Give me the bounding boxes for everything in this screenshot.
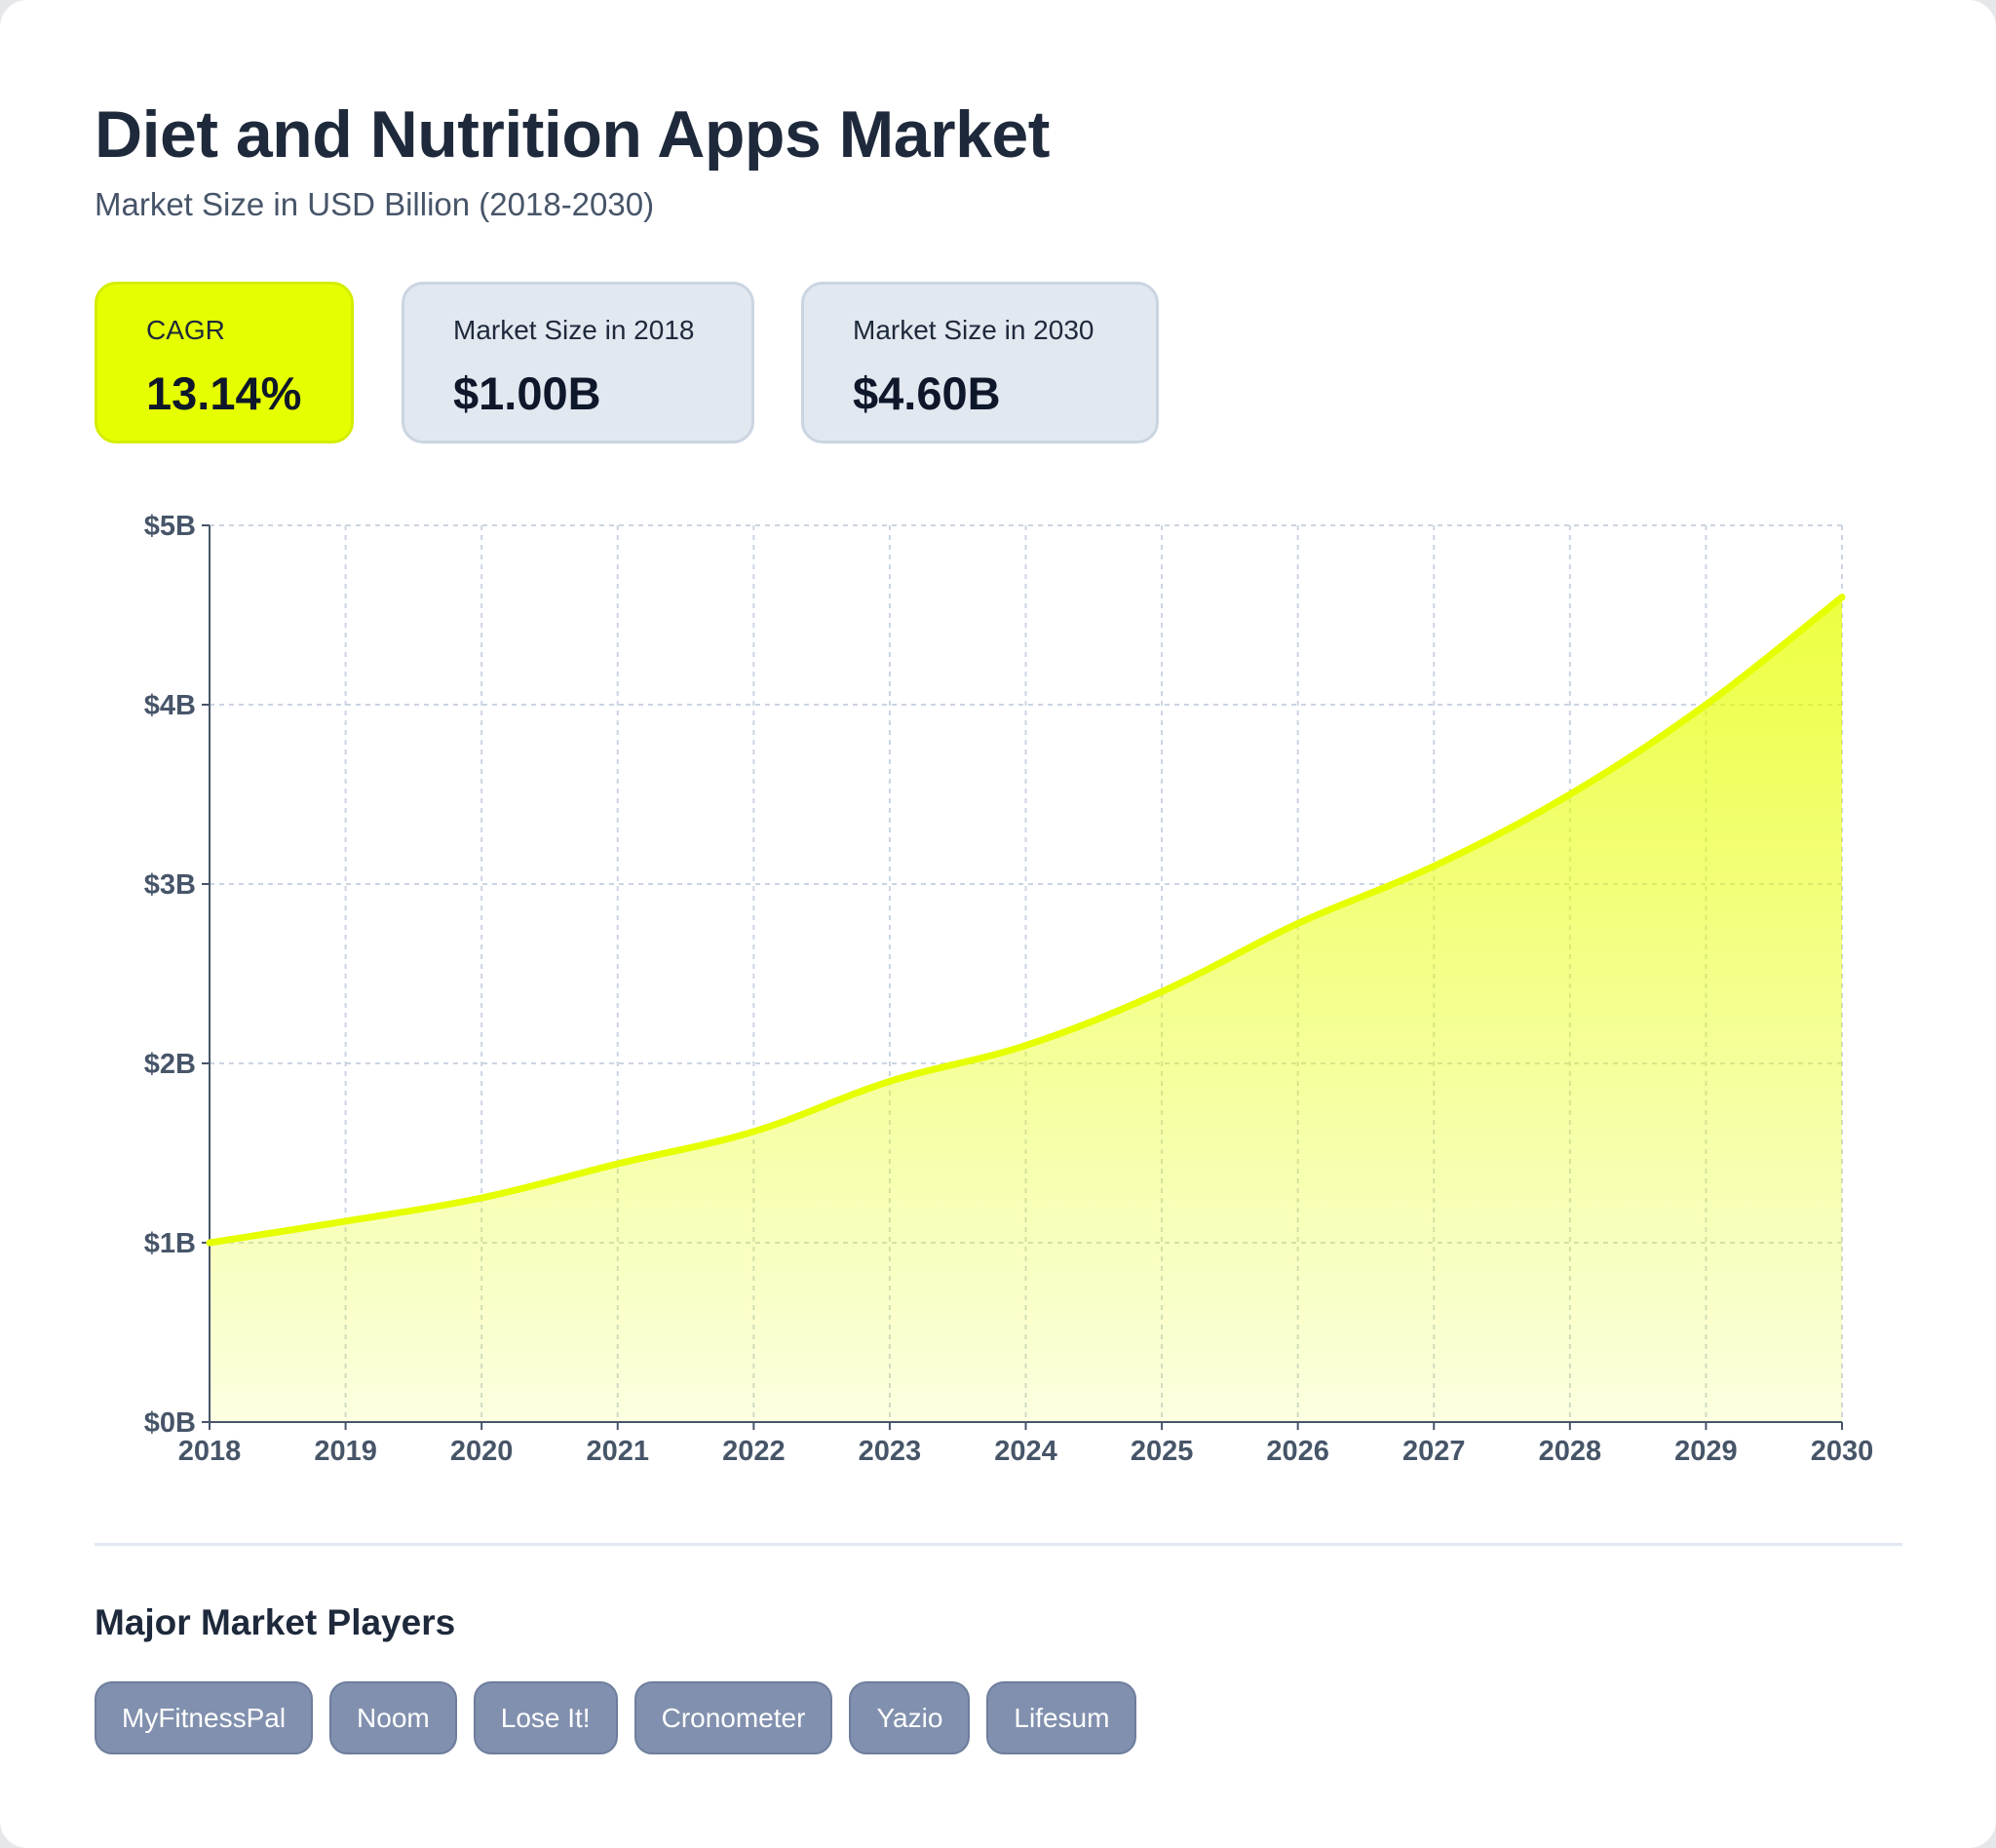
stat-market-size-2030-label: Market Size in 2030: [853, 315, 1094, 345]
player-chip-lifesum[interactable]: Lifesum: [986, 1681, 1137, 1754]
x-tick-label: 2022: [722, 1436, 786, 1467]
stat-market-size-2018-value: $1.00B: [453, 367, 601, 419]
x-tick-label: 2019: [314, 1436, 377, 1467]
market-size-chart: $0B $1B $2B $3B $4B $5B 2018 2019 2020 2021 2022 20…: [144, 511, 1873, 1467]
x-tick-label: 2026: [1266, 1436, 1329, 1467]
players-heading: Major Market Players: [95, 1602, 456, 1642]
player-chip-myfitnesspal[interactable]: MyFitnessPal: [95, 1681, 314, 1754]
stat-market-size-2030-value: $4.60B: [853, 367, 1001, 419]
x-tick-label: 2020: [450, 1436, 514, 1467]
x-tick-label: 2018: [178, 1436, 242, 1467]
stat-market-size-2030: Market Size in 2030 $4.60B: [801, 282, 1159, 443]
player-chip-lose-it[interactable]: Lose It!: [473, 1681, 618, 1754]
page-subtitle: Market Size in USD Billion (2018-2030): [95, 186, 655, 222]
y-tick-label: $3B: [144, 869, 196, 901]
x-tick-label: 2030: [1811, 1436, 1874, 1467]
tick-labels: $0B $1B $2B $3B $4B $5B 2018 2019 2020 2021 2022 20…: [144, 511, 1873, 1467]
x-tick-label: 2028: [1539, 1436, 1602, 1467]
stat-cagr-value: 13.14%: [146, 367, 302, 419]
x-tick-label: 2023: [859, 1436, 922, 1467]
y-tick-label: $5B: [144, 511, 196, 542]
stat-market-size-2018: Market Size in 2018 $1.00B: [402, 282, 754, 443]
stat-cagr-label: CAGR: [146, 315, 225, 345]
area-fill: [210, 597, 1842, 1422]
y-tick-label: $0B: [144, 1407, 196, 1439]
x-tick-label: 2029: [1674, 1436, 1738, 1467]
series-line: [206, 594, 1846, 1247]
x-tick-label: 2025: [1131, 1436, 1194, 1467]
player-chip-yazio[interactable]: Yazio: [849, 1681, 971, 1754]
y-tick-label: $2B: [144, 1049, 196, 1080]
y-tick-label: $4B: [144, 690, 196, 721]
chart-axes: [202, 524, 1843, 1430]
y-tick-label: $1B: [144, 1228, 196, 1259]
x-tick-label: 2021: [586, 1436, 649, 1467]
x-tick-label: 2027: [1402, 1436, 1466, 1467]
stat-cagr: CAGR 13.14%: [95, 282, 354, 443]
stat-market-size-2018-label: Market Size in 2018: [453, 315, 695, 345]
x-tick-label: 2024: [994, 1436, 1057, 1467]
section-divider: [95, 1543, 1902, 1546]
players-list: MyFitnessPal Noom Lose It! Cronometer Ya…: [95, 1681, 1137, 1754]
player-chip-noom[interactable]: Noom: [329, 1681, 457, 1754]
player-chip-cronometer[interactable]: Cronometer: [633, 1681, 833, 1754]
page-title: Diet and Nutrition Apps Market: [95, 97, 1050, 172]
